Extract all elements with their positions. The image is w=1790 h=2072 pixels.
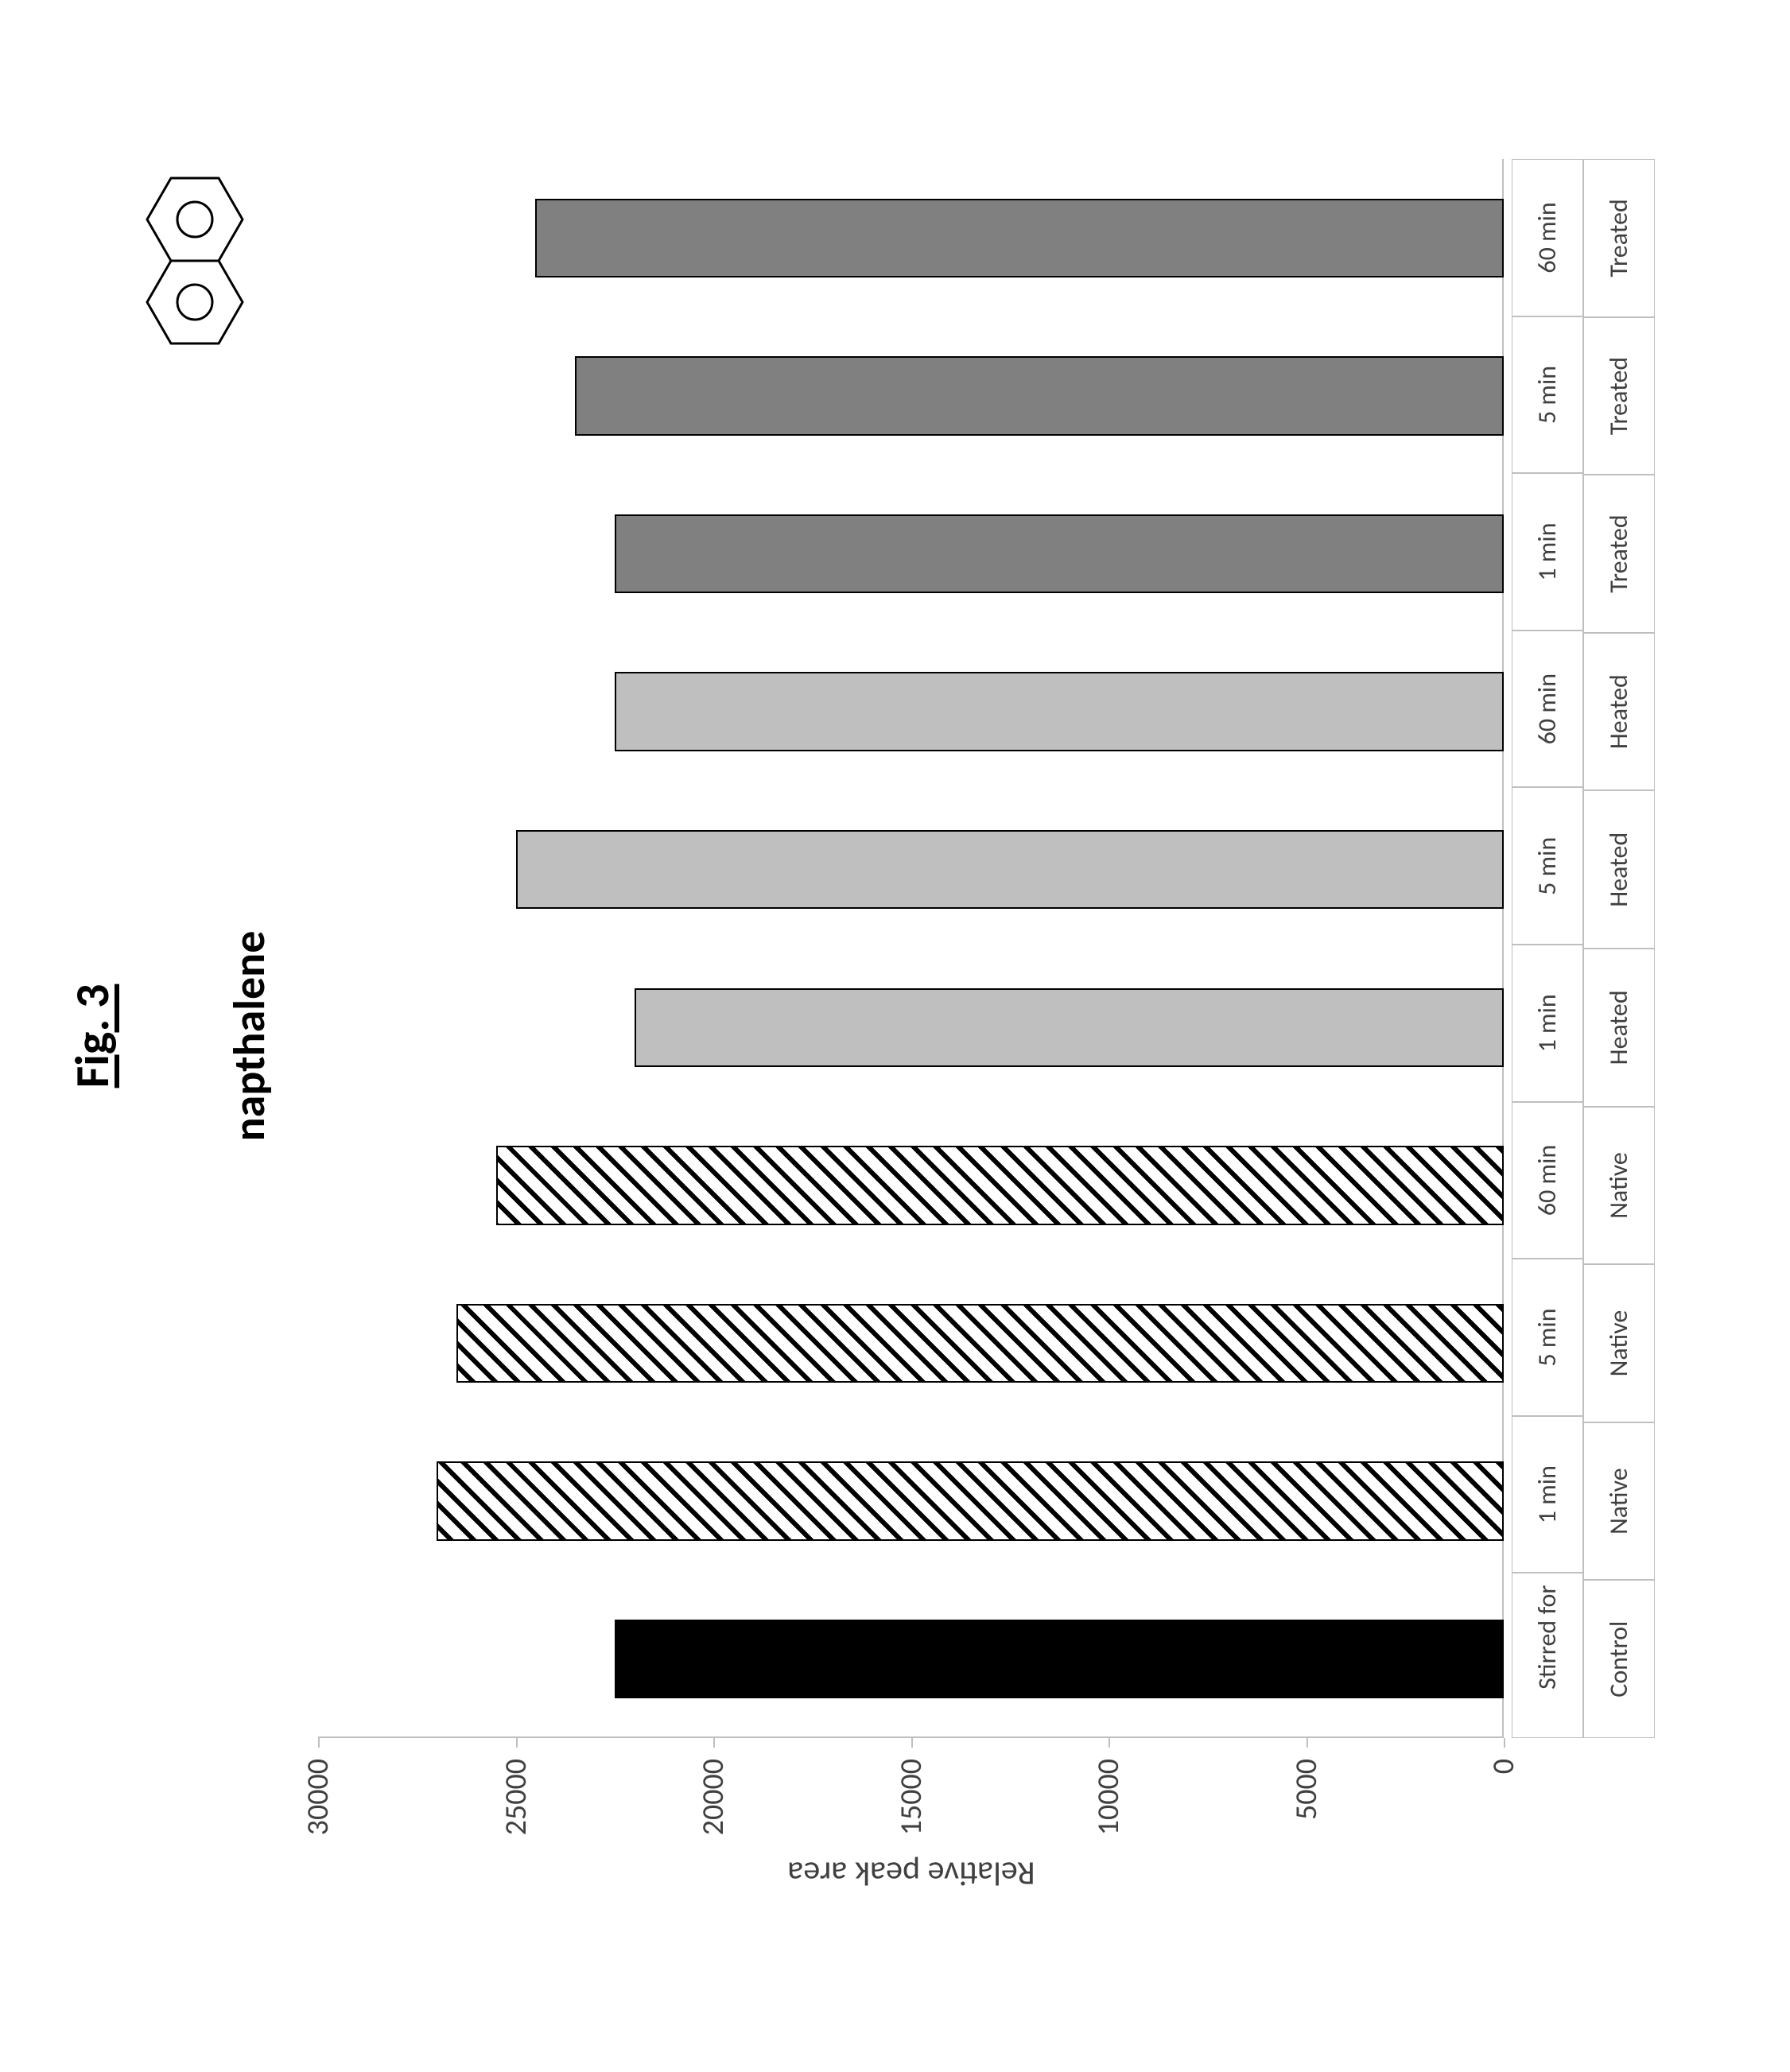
x-axis-cell-time: 5 min bbox=[1512, 316, 1583, 474]
x-axis-row-time: Stirred for1 min5 min60 min1 min5 min60 … bbox=[1512, 159, 1583, 1738]
bar-fill bbox=[635, 988, 1504, 1067]
bar bbox=[615, 514, 1504, 593]
y-tick-mark bbox=[713, 1738, 715, 1748]
bar bbox=[635, 988, 1504, 1067]
bar-fill bbox=[456, 1304, 1504, 1383]
x-axis-row-group: ControlNativeNativeNativeHeatedHeatedHea… bbox=[1583, 159, 1655, 1738]
x-axis-cell-time: 5 min bbox=[1512, 1259, 1583, 1416]
y-tick-label: 15000 bbox=[893, 1759, 930, 1835]
bar-fill bbox=[615, 672, 1504, 751]
x-axis-cell-time: Stirred for bbox=[1512, 1573, 1583, 1738]
x-axis-cell-group: Native bbox=[1583, 1264, 1655, 1422]
x-axis-cell-group: Heated bbox=[1583, 790, 1655, 949]
bar-fill bbox=[575, 356, 1504, 435]
x-axis-cell-time: 1 min bbox=[1512, 1416, 1583, 1573]
y-tick-label: 20000 bbox=[695, 1759, 732, 1835]
bar-fill bbox=[615, 514, 1504, 593]
y-tick-label: 10000 bbox=[1090, 1759, 1127, 1835]
bar bbox=[437, 1461, 1504, 1540]
x-axis-cell-group: Treated bbox=[1583, 159, 1655, 317]
y-tick-mark bbox=[516, 1738, 518, 1748]
y-tick-label: 25000 bbox=[498, 1759, 534, 1835]
naphthalene-structure-icon bbox=[135, 167, 258, 358]
y-tick-mark bbox=[911, 1738, 913, 1748]
x-axis-cell-group: Native bbox=[1583, 1107, 1655, 1265]
y-axis-label: Relative peak area bbox=[787, 1853, 1035, 1894]
page: Fig. 3 napthalene Relative peak area 050… bbox=[0, 0, 1790, 2072]
bar bbox=[535, 199, 1504, 277]
x-axis-cell-group: Treated bbox=[1583, 475, 1655, 633]
y-tick-label: 0 bbox=[1485, 1759, 1522, 1774]
figure-label: Fig. 3 bbox=[64, 984, 122, 1088]
bar-fill bbox=[496, 1146, 1504, 1224]
bar bbox=[516, 830, 1505, 909]
x-axis-cell-time: 5 min bbox=[1512, 787, 1583, 945]
rotated-content: Fig. 3 napthalene Relative peak area 050… bbox=[0, 0, 1790, 2072]
bar-fill bbox=[516, 830, 1505, 909]
x-axis-cell-time: 60 min bbox=[1512, 631, 1583, 788]
y-tick-label: 5000 bbox=[1288, 1759, 1325, 1820]
y-tick-mark bbox=[318, 1738, 320, 1748]
chart-title: napthalene bbox=[223, 931, 277, 1142]
bars-layer bbox=[318, 159, 1504, 1738]
x-axis-cell-time: 1 min bbox=[1512, 945, 1583, 1102]
bar bbox=[575, 356, 1504, 435]
bar bbox=[496, 1146, 1504, 1224]
x-axis-cell-group: Native bbox=[1583, 1422, 1655, 1581]
bar bbox=[615, 1620, 1504, 1698]
x-axis-table: Stirred for1 min5 min60 min1 min5 min60 … bbox=[1512, 159, 1655, 1738]
bar-fill bbox=[437, 1461, 1504, 1540]
x-axis-cell-time: 60 min bbox=[1512, 1102, 1583, 1259]
y-tick-mark bbox=[1109, 1738, 1110, 1748]
y-tick-mark bbox=[1307, 1738, 1308, 1748]
x-axis-cell-group: Control bbox=[1583, 1580, 1655, 1738]
x-axis-cell-group: Heated bbox=[1583, 949, 1655, 1107]
figure: Fig. 3 napthalene Relative peak area 050… bbox=[0, 0, 1790, 2072]
y-tick-mark bbox=[1504, 1738, 1505, 1748]
bar-fill bbox=[615, 1620, 1504, 1698]
plot-area: 050001000015000200002500030000 bbox=[318, 159, 1504, 1738]
x-axis-cell-time: 1 min bbox=[1512, 473, 1583, 631]
bar bbox=[615, 672, 1504, 751]
bar-fill bbox=[535, 199, 1504, 277]
x-axis-cell-time: 60 min bbox=[1512, 159, 1583, 316]
y-tick-label: 30000 bbox=[300, 1759, 336, 1835]
x-axis-cell-group: Treated bbox=[1583, 317, 1655, 475]
bar bbox=[456, 1304, 1504, 1383]
x-axis-cell-group: Heated bbox=[1583, 633, 1655, 791]
